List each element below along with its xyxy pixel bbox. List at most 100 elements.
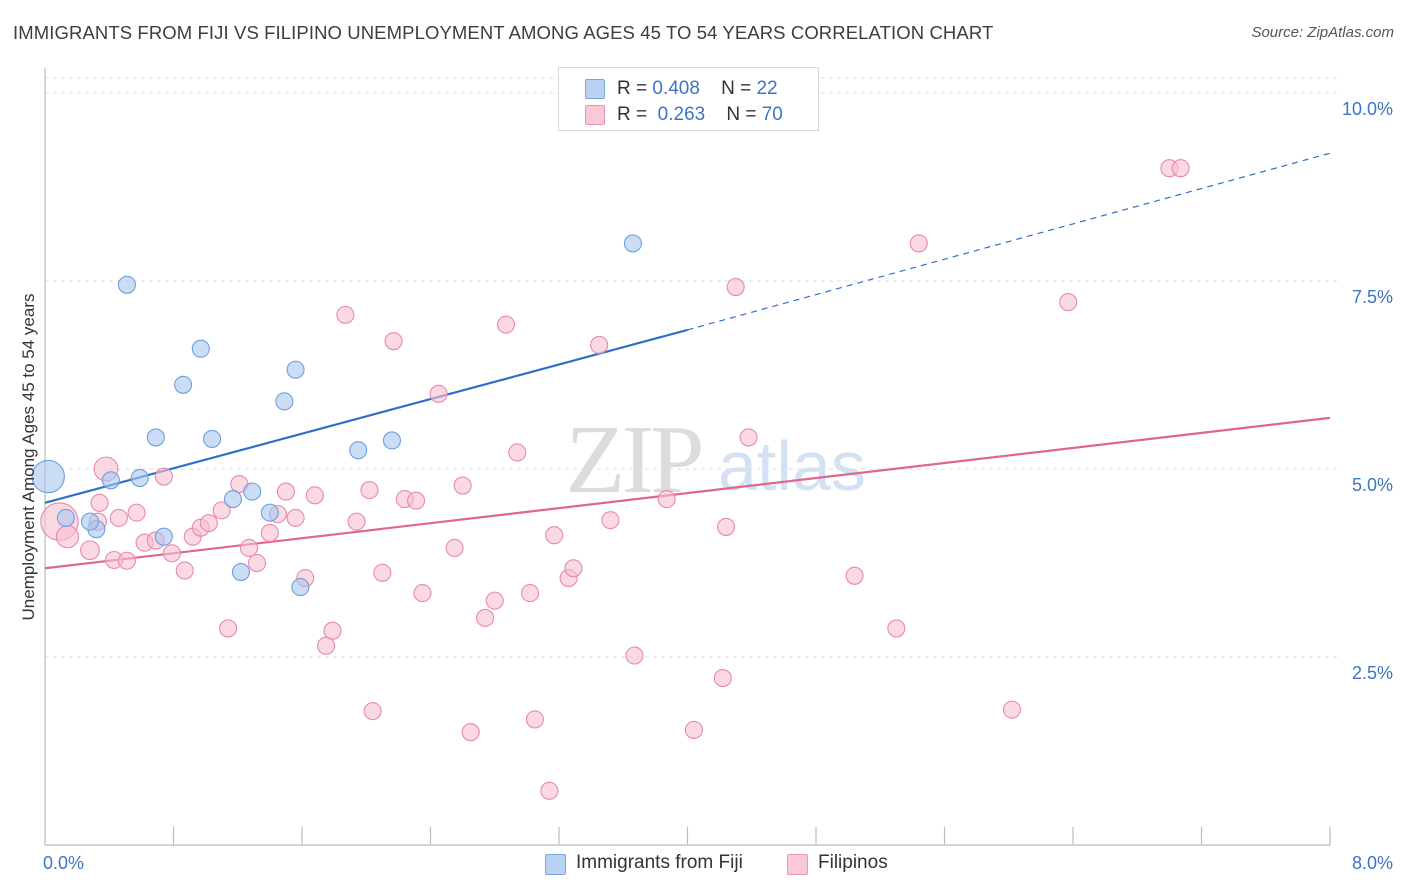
y-tick-label: 5.0% — [1352, 475, 1393, 495]
filipino-point — [625, 646, 644, 665]
filipino-r-value: 0.263 — [657, 104, 706, 125]
fiji-legend-swatch — [545, 854, 566, 875]
fiji-point — [203, 429, 222, 448]
filipino-point — [508, 443, 527, 462]
filipino-point — [413, 584, 432, 603]
filipino-point — [117, 551, 136, 570]
filipino-point — [453, 476, 472, 495]
filipino-point — [429, 384, 448, 403]
filipino-point — [109, 508, 128, 527]
filipino-point — [305, 486, 324, 505]
y-tick-label: 10.0% — [1342, 99, 1393, 119]
filipino-point — [684, 720, 703, 740]
filipino-point — [175, 561, 194, 580]
filipino-point — [247, 553, 267, 573]
filipino-point — [713, 669, 732, 688]
filipino-point — [461, 723, 480, 742]
fiji-point — [275, 392, 294, 411]
filipino-point — [657, 490, 676, 509]
trend-lines — [44, 152, 1331, 570]
fiji-trend-extension — [687, 152, 1331, 331]
filipino-point — [199, 514, 218, 533]
filipino-point — [127, 503, 146, 522]
filipino-point — [726, 277, 745, 297]
fiji-legend-label: Immigrants from Fiji — [576, 852, 743, 873]
filipino-point — [716, 517, 736, 536]
fiji-point — [154, 527, 173, 546]
filipino-point — [55, 525, 80, 549]
legend-text-filipino: R = 0.263 N = 70 — [617, 104, 783, 125]
filipino-point — [212, 501, 231, 520]
y-tick-label: 7.5% — [1352, 287, 1393, 307]
filipino-point — [476, 608, 495, 627]
filipino-point — [590, 335, 609, 354]
filipino-point — [909, 234, 928, 253]
filipino-point — [1059, 293, 1078, 312]
fiji-point — [243, 482, 262, 501]
filipino-point — [347, 512, 366, 531]
filipino-point — [1002, 700, 1022, 719]
filipino-point — [154, 467, 173, 486]
fiji-point — [80, 512, 100, 531]
filipino-point — [90, 493, 109, 512]
fiji-point — [223, 490, 242, 509]
filipino-point — [239, 538, 259, 558]
filipino-point — [525, 710, 544, 729]
filipino-point — [1171, 159, 1190, 178]
filipino-point — [739, 428, 758, 447]
fiji-point — [623, 234, 642, 253]
filipino-point — [80, 540, 100, 561]
fiji-point — [231, 562, 251, 582]
filipino-swatch — [585, 105, 605, 125]
filipino-point — [485, 591, 504, 610]
fiji-swatch — [585, 79, 605, 99]
filipino-point — [162, 544, 181, 563]
source-label: Source: ZipAtlas.com — [1251, 24, 1394, 41]
filipino-point — [445, 538, 464, 558]
filipino-point — [540, 781, 559, 800]
fiji-point — [31, 459, 65, 494]
fiji-point — [117, 275, 136, 294]
filipino-point — [887, 619, 906, 638]
fiji-r-value: 0.408 — [652, 78, 700, 99]
filipino-point — [276, 482, 295, 501]
y-axis-label: Unemployment Among Ages 45 to 54 years — [19, 294, 38, 621]
filipino-legend-label: Filipinos — [818, 852, 888, 873]
fiji-point — [349, 441, 368, 460]
fiji-point — [382, 431, 402, 450]
filipino-point — [286, 508, 305, 527]
fiji-trend-line — [44, 328, 688, 504]
watermark-zip: ZIP — [566, 406, 701, 514]
y-tick-label: 2.5% — [1352, 663, 1393, 683]
fiji-n-value: 22 — [756, 78, 778, 99]
fiji-point — [130, 468, 149, 488]
filipino-point — [363, 702, 382, 721]
filipino-point — [845, 566, 864, 585]
x-tick-label-max: 8.0% — [1352, 853, 1393, 873]
legend-text-fiji: R = 0.408 N = 22 — [617, 78, 778, 99]
filipino-point — [219, 619, 238, 638]
correlation-legend: R = 0.408 N = 22 R = 0.263 N = 70 — [558, 67, 819, 131]
filipino-point — [317, 636, 336, 655]
filipino-n-value: 70 — [761, 104, 783, 125]
filipino-point — [496, 315, 516, 334]
chart-title: IMMIGRANTS FROM FIJI VS FILIPINO UNEMPLO… — [13, 22, 994, 43]
watermark: ZIP atlas — [566, 406, 866, 514]
fiji-point — [146, 428, 165, 447]
filipino-point — [406, 491, 426, 510]
filipino-point — [564, 559, 583, 578]
filipino-point — [521, 584, 540, 603]
data-points — [31, 159, 1190, 800]
fiji-point — [260, 503, 279, 522]
filipino-point — [373, 563, 392, 582]
fiji-point — [191, 339, 210, 358]
filipino-point — [336, 305, 355, 324]
filipino-point — [323, 621, 342, 640]
filipino-point — [384, 332, 403, 351]
filipino-point — [260, 523, 279, 542]
filipino-trend-line — [44, 416, 1331, 570]
x-tick-label-min: 0.0% — [43, 853, 84, 873]
fiji-point — [291, 578, 310, 597]
filipino-legend-swatch — [787, 854, 808, 875]
